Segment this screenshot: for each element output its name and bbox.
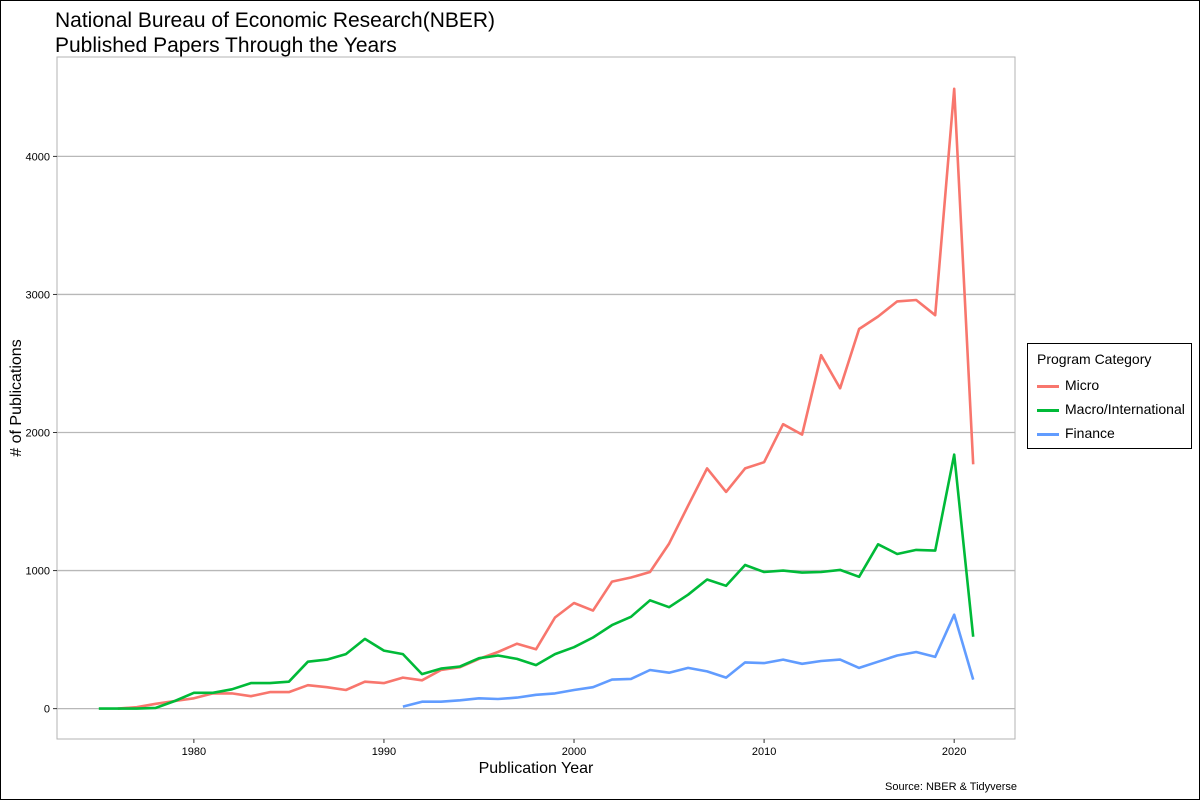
legend-label-finance: Finance bbox=[1065, 425, 1115, 441]
x-tick-label: 2000 bbox=[562, 746, 586, 758]
x-tick-label: 2020 bbox=[942, 746, 966, 758]
x-tick-label: 2010 bbox=[752, 746, 776, 758]
legend: Program Category Micro Macro/Internation… bbox=[1027, 343, 1192, 449]
x-tick-label: 1980 bbox=[182, 746, 206, 758]
source-caption: Source: NBER & Tidyverse bbox=[885, 781, 1018, 793]
x-tick-label: 1990 bbox=[372, 746, 396, 758]
legend-label-micro: Micro bbox=[1065, 377, 1100, 393]
y-tick-label: 2000 bbox=[26, 428, 50, 440]
legend-item-macro: Macro/International bbox=[1037, 400, 1187, 420]
plot-panel bbox=[56, 56, 1016, 740]
y-tick-label: 4000 bbox=[26, 151, 50, 163]
legend-swatch-finance bbox=[1037, 433, 1059, 436]
legend-item-micro: Micro bbox=[1037, 376, 1187, 396]
series-line-finance bbox=[402, 613, 975, 708]
y-tick-label: 3000 bbox=[26, 289, 50, 301]
legend-title: Program Category bbox=[1037, 351, 1152, 367]
y-axis-ticks: 0 1000 2000 3000 4000 bbox=[26, 151, 57, 716]
series-lines bbox=[98, 87, 975, 710]
gridlines bbox=[57, 155, 1015, 710]
legend-label-macro: Macro/International bbox=[1065, 401, 1185, 417]
y-axis-label: # of Publications bbox=[8, 339, 25, 456]
chart-subtitle: Published Papers Through the Years bbox=[55, 34, 397, 57]
legend-item-finance: Finance bbox=[1037, 424, 1187, 444]
chart-title-block: National Bureau of Economic Research(NBE… bbox=[55, 8, 495, 58]
series-line-macro-international bbox=[98, 453, 975, 710]
x-axis-ticks: 1980 1990 2000 2010 2020 bbox=[182, 739, 966, 758]
legend-swatch-micro bbox=[1037, 385, 1059, 388]
series-line-micro bbox=[117, 87, 975, 710]
x-axis-label: Publication Year bbox=[479, 760, 594, 777]
y-tick-label: 1000 bbox=[26, 566, 50, 578]
legend-swatch-macro bbox=[1037, 409, 1059, 412]
chart-title: National Bureau of Economic Research(NBE… bbox=[55, 9, 496, 32]
y-tick-label: 0 bbox=[44, 704, 50, 716]
